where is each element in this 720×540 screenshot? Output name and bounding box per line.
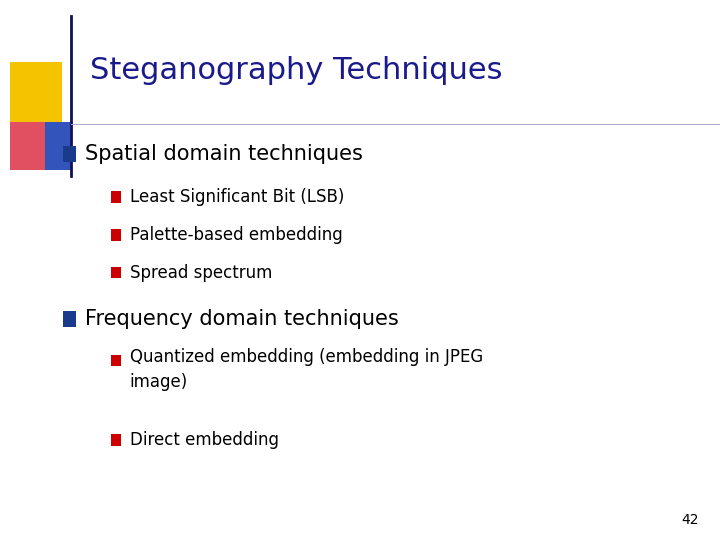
FancyBboxPatch shape [111, 434, 121, 446]
FancyBboxPatch shape [111, 191, 121, 202]
FancyBboxPatch shape [10, 122, 50, 170]
Text: Spread spectrum: Spread spectrum [130, 264, 272, 282]
Text: Spatial domain techniques: Spatial domain techniques [85, 144, 363, 164]
Text: Least Significant Bit (LSB): Least Significant Bit (LSB) [130, 188, 344, 206]
FancyBboxPatch shape [63, 310, 76, 327]
FancyBboxPatch shape [111, 267, 121, 279]
Text: Frequency domain techniques: Frequency domain techniques [85, 308, 399, 329]
Text: Palette-based embedding: Palette-based embedding [130, 226, 342, 244]
Text: Quantized embedding (embedding in JPEG
image): Quantized embedding (embedding in JPEG i… [130, 348, 483, 392]
Text: Steganography Techniques: Steganography Techniques [90, 56, 503, 85]
Text: 42: 42 [681, 512, 698, 526]
FancyBboxPatch shape [63, 146, 76, 162]
FancyBboxPatch shape [111, 354, 121, 366]
FancyBboxPatch shape [45, 122, 72, 170]
Text: Direct embedding: Direct embedding [130, 431, 279, 449]
FancyBboxPatch shape [111, 229, 121, 241]
FancyBboxPatch shape [10, 62, 62, 124]
